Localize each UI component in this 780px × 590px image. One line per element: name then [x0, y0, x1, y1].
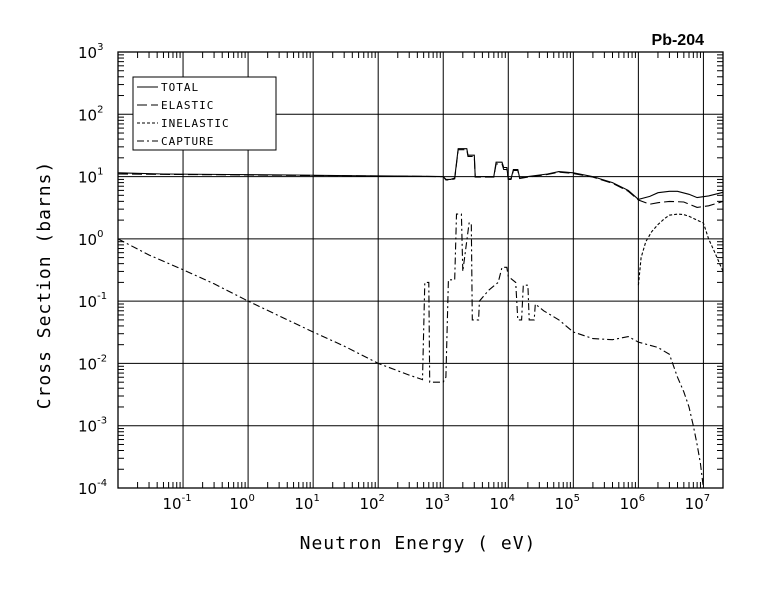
y-tick-label: 10-1: [78, 291, 107, 311]
chart-title: Pb-204: [652, 32, 705, 49]
legend-label-capture: CAPTURE: [161, 135, 214, 148]
x-tick-label: 103: [424, 493, 449, 513]
legend-label-total: TOTAL: [161, 81, 199, 94]
legend: TOTAL ELASTIC INELASTIC CAPTURE: [132, 76, 277, 151]
series-total: [117, 148, 724, 201]
series-elastic: [117, 149, 724, 208]
x-tick-label: 100: [229, 493, 254, 513]
y-tick-labels: 10-4 10-3 10-2 10-1 100 101 102 103: [78, 42, 107, 498]
x-tick-label: 10-1: [163, 493, 192, 513]
series-capture: [117, 213, 704, 489]
legend-box: [132, 76, 277, 151]
series-inelastic: [637, 213, 724, 286]
y-tick-label: 10-2: [78, 353, 107, 373]
x-tick-label: 101: [294, 493, 319, 513]
legend-label-elastic: ELASTIC: [161, 99, 214, 112]
y-tick-label: 10-3: [78, 416, 107, 436]
x-tick-label: 105: [555, 493, 580, 513]
y-axis-title: Cross Section (barns): [34, 161, 55, 410]
x-tick-label: 104: [490, 493, 515, 513]
y-tick-label: 103: [78, 42, 103, 62]
y-tick-label: 101: [78, 167, 103, 187]
legend-label-inelastic: INELASTIC: [161, 117, 230, 130]
x-axis-title: Neutron Energy ( eV): [300, 533, 537, 554]
x-tick-label: 107: [685, 493, 710, 513]
data-series: [117, 148, 724, 489]
y-tick-label: 100: [78, 229, 103, 249]
x-tick-label: 106: [620, 493, 645, 513]
x-tick-label: 102: [359, 493, 384, 513]
plot-frame: [117, 51, 724, 489]
y-tick-label: 10-4: [78, 478, 107, 498]
y-tick-label: 102: [78, 104, 103, 124]
x-tick-labels: 10-1 100 101 102 103 104 105 106 107: [163, 493, 711, 513]
